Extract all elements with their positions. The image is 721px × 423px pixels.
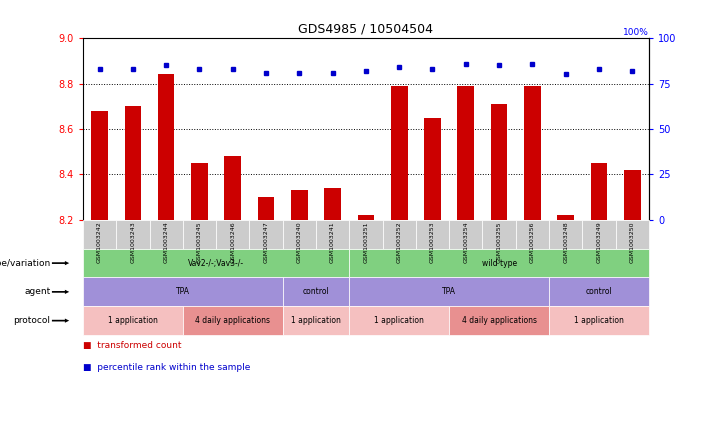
Text: Vav2-/-;Vav3-/-: Vav2-/-;Vav3-/- bbox=[188, 258, 244, 268]
Bar bbox=[590, 163, 607, 220]
Text: GSM1003250: GSM1003250 bbox=[629, 221, 634, 263]
Text: GSM1003243: GSM1003243 bbox=[131, 221, 136, 263]
Text: GSM1003241: GSM1003241 bbox=[330, 221, 335, 263]
Text: GSM1003244: GSM1003244 bbox=[164, 221, 169, 263]
Bar bbox=[224, 156, 241, 220]
Bar bbox=[457, 86, 474, 220]
Text: ■  percentile rank within the sample: ■ percentile rank within the sample bbox=[83, 363, 250, 372]
Text: 100%: 100% bbox=[623, 28, 649, 37]
Bar bbox=[191, 163, 208, 220]
Text: 4 daily applications: 4 daily applications bbox=[461, 316, 536, 325]
Text: GSM1003247: GSM1003247 bbox=[264, 221, 268, 263]
Bar bbox=[557, 215, 574, 220]
Bar bbox=[92, 111, 108, 220]
Text: GSM1003254: GSM1003254 bbox=[464, 221, 468, 263]
Text: protocol: protocol bbox=[14, 316, 50, 325]
Bar bbox=[424, 118, 441, 220]
Text: GSM1003242: GSM1003242 bbox=[97, 221, 102, 263]
Text: GSM1003245: GSM1003245 bbox=[197, 221, 202, 263]
Text: control: control bbox=[303, 287, 329, 297]
Text: TPA: TPA bbox=[176, 287, 190, 297]
Bar bbox=[391, 86, 407, 220]
Text: 1 application: 1 application bbox=[374, 316, 424, 325]
Bar bbox=[624, 170, 640, 220]
Text: control: control bbox=[585, 287, 612, 297]
Title: GDS4985 / 10504504: GDS4985 / 10504504 bbox=[298, 22, 433, 36]
Bar bbox=[125, 106, 141, 220]
Text: GSM1003256: GSM1003256 bbox=[530, 221, 535, 263]
Bar bbox=[324, 188, 341, 220]
Text: 4 daily applications: 4 daily applications bbox=[195, 316, 270, 325]
Text: GSM1003253: GSM1003253 bbox=[430, 221, 435, 263]
Bar bbox=[358, 215, 374, 220]
Bar bbox=[524, 86, 541, 220]
Text: ■  transformed count: ■ transformed count bbox=[83, 341, 182, 350]
Text: agent: agent bbox=[25, 287, 50, 297]
Text: GSM1003246: GSM1003246 bbox=[230, 221, 235, 263]
Text: TPA: TPA bbox=[442, 287, 456, 297]
Text: GSM1003255: GSM1003255 bbox=[497, 221, 502, 263]
Text: wild type: wild type bbox=[482, 258, 517, 268]
Text: GSM1003248: GSM1003248 bbox=[563, 221, 568, 263]
Text: 1 application: 1 application bbox=[574, 316, 624, 325]
Text: GSM1003252: GSM1003252 bbox=[397, 221, 402, 263]
Bar bbox=[491, 104, 508, 220]
Bar bbox=[158, 74, 174, 220]
Text: 1 application: 1 application bbox=[108, 316, 158, 325]
Bar bbox=[291, 190, 308, 220]
Text: 1 application: 1 application bbox=[291, 316, 341, 325]
Bar bbox=[257, 197, 275, 220]
Text: genotype/variation: genotype/variation bbox=[0, 258, 50, 268]
Text: GSM1003240: GSM1003240 bbox=[297, 221, 302, 263]
Text: GSM1003251: GSM1003251 bbox=[363, 221, 368, 263]
Text: GSM1003249: GSM1003249 bbox=[596, 221, 601, 263]
